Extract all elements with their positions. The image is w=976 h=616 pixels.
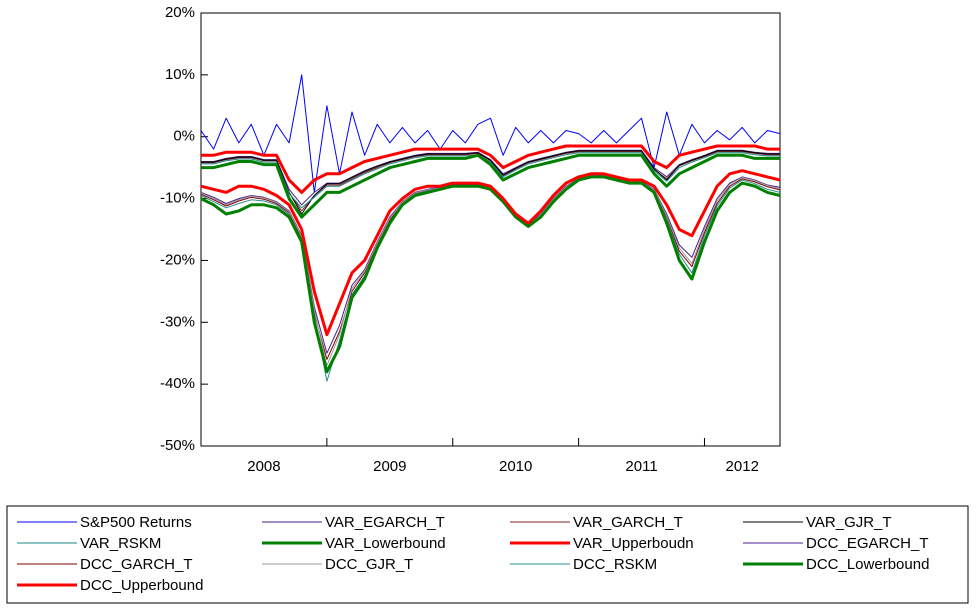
x-tick-label: 2008 bbox=[247, 458, 280, 475]
series-line bbox=[200, 169, 781, 337]
y-tick-label: 20% bbox=[165, 4, 195, 21]
series-line bbox=[201, 153, 780, 219]
legend-label: DCC_Upperbound bbox=[80, 577, 203, 594]
legend-label: DCC_EGARCH_T bbox=[806, 535, 929, 552]
y-tick-label: -40% bbox=[160, 375, 195, 392]
legend-label: DCC_GARCH_T bbox=[80, 556, 193, 573]
legend-label: VAR_GJR_T bbox=[806, 514, 892, 531]
series-line bbox=[201, 152, 780, 209]
series-line bbox=[201, 144, 780, 194]
y-tick-label: 0% bbox=[173, 128, 195, 145]
legend-label: VAR_GARCH_T bbox=[573, 514, 683, 531]
legend-label: DCC_RSKM bbox=[573, 556, 657, 573]
series-line bbox=[201, 150, 780, 215]
x-tick-label: 2009 bbox=[373, 458, 406, 475]
x-tick-label: 2010 bbox=[499, 458, 532, 475]
series-line bbox=[201, 149, 780, 206]
legend-label: VAR_EGARCH_T bbox=[325, 514, 445, 531]
legend-label: S&P500 Returns bbox=[80, 514, 192, 531]
y-tick-label: -10% bbox=[160, 190, 195, 207]
series-line bbox=[200, 74, 781, 193]
legend-label: DCC_Lowerbound bbox=[806, 556, 929, 573]
legend-box bbox=[6, 505, 969, 604]
y-tick-label: -20% bbox=[160, 251, 195, 268]
y-tick-label: 10% bbox=[165, 66, 195, 83]
y-tick-label: -50% bbox=[160, 437, 195, 454]
series-line bbox=[200, 175, 781, 374]
legend-label: VAR_RSKM bbox=[80, 535, 161, 552]
legend-label: VAR_Lowerbound bbox=[325, 535, 446, 552]
plot-frame bbox=[200, 12, 781, 447]
y-tick-label: -30% bbox=[160, 313, 195, 330]
x-tick-label: 2011 bbox=[625, 458, 657, 475]
legend-label: VAR_Upperboudn bbox=[573, 535, 694, 552]
x-tick-label: 2012 bbox=[726, 458, 759, 475]
legend-label: DCC_GJR_T bbox=[325, 556, 413, 573]
